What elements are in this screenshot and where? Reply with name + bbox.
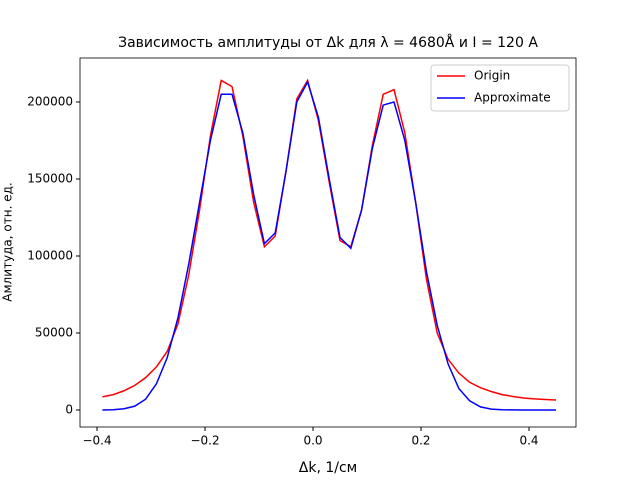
y-axis-label: Амлитуда, отн. ед.: [1, 182, 15, 301]
y-tick-label: 50000: [35, 325, 73, 339]
x-tick-label: 0.4: [519, 434, 538, 448]
legend-label: Approximate: [474, 91, 551, 105]
x-tick-label: −0.4: [82, 434, 111, 448]
data-line: [102, 80, 557, 411]
x-tick-label: 0.2: [411, 434, 430, 448]
x-axis-label: Δk, 1/см: [299, 460, 357, 476]
y-tick-label: 200000: [27, 94, 73, 108]
x-tick-label: 0.0: [303, 434, 322, 448]
y-tick-label: 150000: [27, 171, 73, 185]
plot-frame: [79, 57, 577, 428]
x-tick-label: −0.2: [190, 434, 219, 448]
y-tick-label: 100000: [27, 248, 73, 262]
chart-title: Зависимость амплитуды от Δk для λ = 4680…: [118, 34, 538, 51]
y-tick-label: 0: [65, 402, 73, 416]
legend-label: Origin: [474, 69, 510, 83]
legend-box: [430, 64, 570, 112]
